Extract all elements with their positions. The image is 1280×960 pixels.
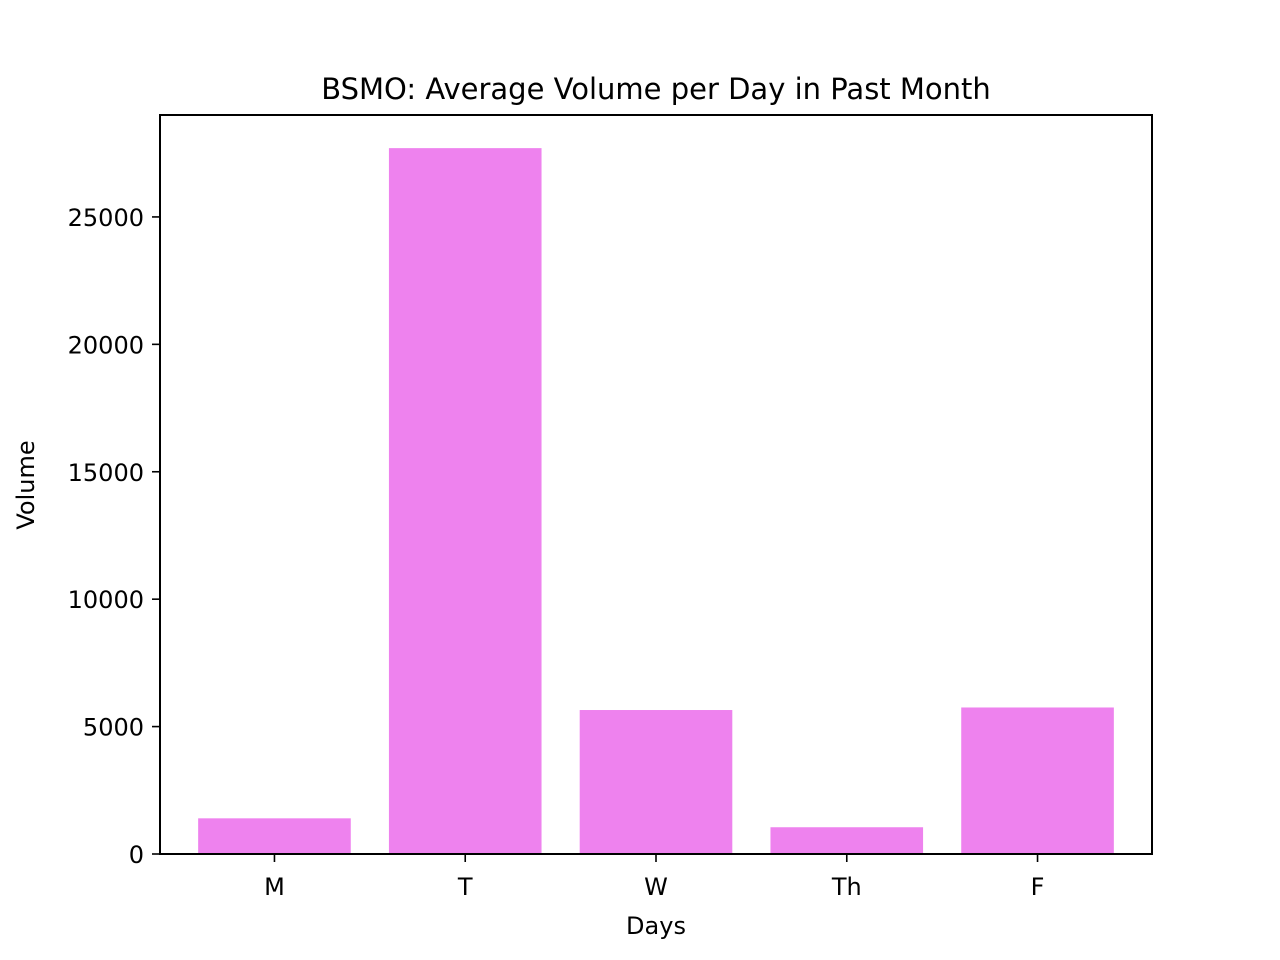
bars-layer — [198, 148, 1114, 855]
plot-frame — [159, 114, 1153, 855]
y-axis-ticks: 0 5000 10000 15000 20000 25000 — [68, 204, 160, 869]
bar-th — [770, 827, 924, 854]
y-tick-label: 25000 — [68, 204, 144, 232]
bar-t — [388, 148, 542, 855]
y-tick-label: 10000 — [68, 586, 144, 614]
bar-m — [198, 818, 351, 854]
chart-title: BSMO: Average Volume per Day in Past Mon… — [321, 72, 991, 106]
y-tick-label: 20000 — [68, 331, 144, 359]
x-tick-label: W — [644, 873, 668, 901]
x-axis-label: Days — [626, 912, 686, 940]
x-tick-label: Th — [831, 873, 862, 901]
x-tick-label: F — [1031, 873, 1045, 901]
x-axis-ticks: M T W Th F — [264, 854, 1044, 901]
x-tick-label: T — [457, 873, 473, 901]
y-axis-label: Volume — [12, 440, 40, 529]
y-tick-label: 0 — [129, 841, 144, 869]
bar-w — [579, 710, 733, 854]
x-tick-label: M — [264, 873, 285, 901]
y-tick-label: 5000 — [83, 714, 144, 742]
y-tick-label: 15000 — [68, 459, 144, 487]
bar-f — [961, 707, 1114, 854]
